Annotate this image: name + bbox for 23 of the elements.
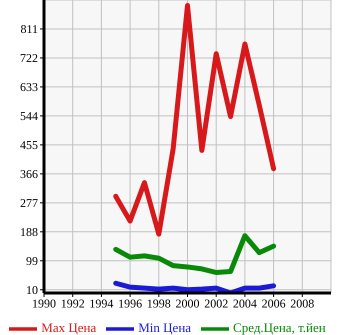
y-tick-label: 366 <box>20 167 38 182</box>
y-tick-label: 633 <box>20 80 38 94</box>
y-tick-label: 277 <box>20 196 38 210</box>
x-tick-label: 2004 <box>232 296 257 311</box>
legend-label: Сред.Цена, т.йен <box>233 320 326 335</box>
y-tick-label: 10 <box>26 283 38 298</box>
x-tick-label: 2000 <box>176 296 200 311</box>
y-tick-label: 455 <box>20 138 38 152</box>
x-tick-label: 1992 <box>60 296 85 311</box>
x-tick-label: 1990 <box>32 296 56 311</box>
x-tick-label: 1996 <box>118 296 142 311</box>
x-tick-label: 1994 <box>89 296 114 311</box>
x-tick-label: 2008 <box>290 296 314 311</box>
legend-label: Max Цена <box>41 320 96 335</box>
y-tick-label: 544 <box>20 109 38 124</box>
x-tick-label: 1998 <box>146 296 171 311</box>
y-tick-label: 722 <box>20 51 38 66</box>
y-tick-label: 99 <box>26 254 38 268</box>
y-tick-label: 188 <box>20 225 38 240</box>
legend-label: Min Цена <box>138 320 192 335</box>
x-tick-label: 2002 <box>204 296 228 311</box>
x-tick-label: 2006 <box>262 296 286 311</box>
y-tick-label: 811 <box>20 22 38 36</box>
